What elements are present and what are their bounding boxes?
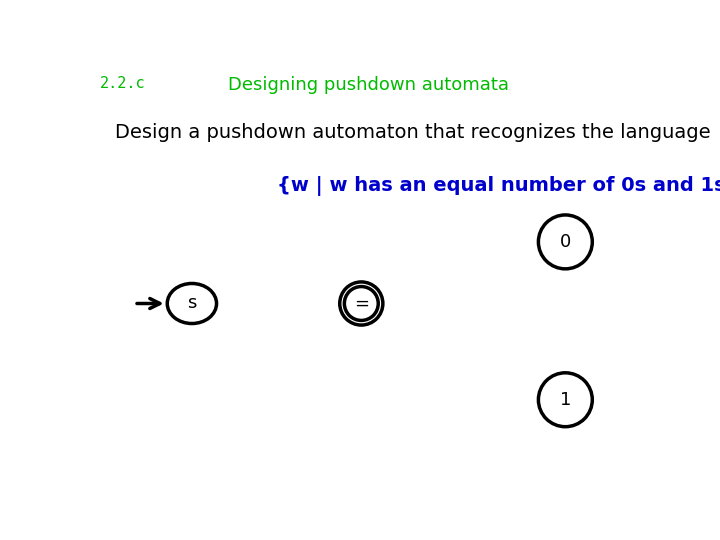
Text: Design a pushdown automaton that recognizes the language: Design a pushdown automaton that recogni…: [115, 123, 711, 141]
Text: 0: 0: [559, 233, 571, 251]
Text: s: s: [187, 294, 197, 313]
Text: 1: 1: [559, 391, 571, 409]
Text: 2.2.c: 2.2.c: [99, 76, 145, 91]
Text: {w | w has an equal number of 0s and 1s}: {w | w has an equal number of 0s and 1s}: [276, 177, 720, 197]
Text: Designing pushdown automata: Designing pushdown automata: [228, 76, 510, 94]
Text: =: =: [354, 294, 369, 313]
